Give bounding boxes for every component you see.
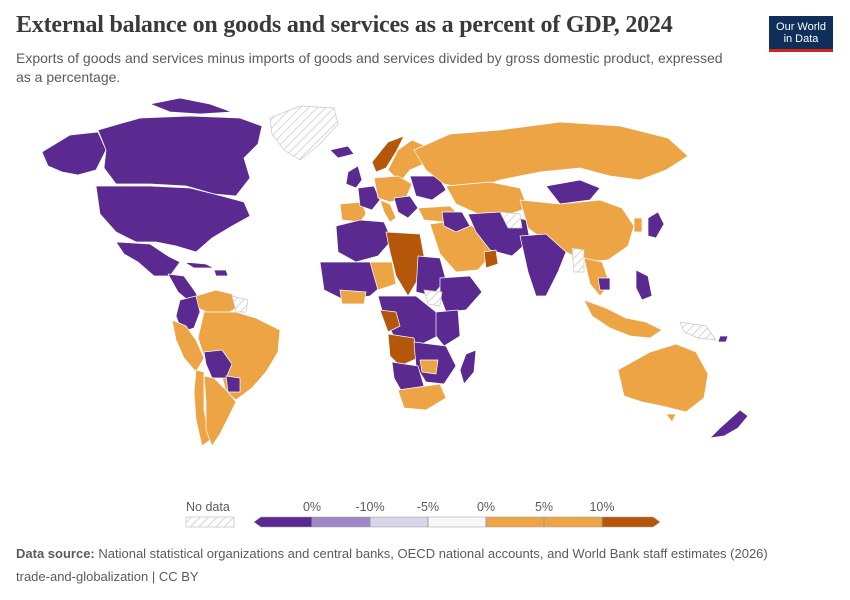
legend-no-data-label: No data [186, 500, 230, 514]
region-angola[interactable] [387, 333, 419, 367]
logo-line-1: Our World [776, 21, 826, 33]
region-libya-egypt[interactable] [385, 231, 425, 297]
legend-tick-label-3: 0% [477, 500, 495, 514]
legend-bins: 0% -10% -5% 0% 5% 10% [253, 500, 661, 528]
region-philippines[interactable] [635, 269, 653, 301]
region-japan[interactable] [647, 211, 665, 239]
region-oman[interactable] [483, 249, 499, 269]
region-iberia[interactable] [339, 201, 367, 223]
region-niger-nigeria[interactable] [369, 261, 397, 291]
region-balkans[interactable] [393, 195, 419, 219]
region-ethiopia-nodata[interactable] [423, 289, 443, 307]
region-east-africa[interactable] [435, 309, 461, 347]
region-venezuela[interactable] [195, 289, 241, 315]
source-label: Data source: [16, 546, 95, 561]
world-map[interactable] [0, 96, 850, 446]
map-legend: No data 0% -10% -5% 0% 5% 10% [185, 500, 661, 528]
region-central-asia[interactable] [445, 181, 529, 217]
region-new-zealand[interactable] [709, 409, 749, 439]
legend-swatch-2 [369, 516, 429, 528]
legend-swatch-1 [311, 516, 371, 528]
slug-license[interactable]: trade-and-globalization | CC BY [16, 569, 199, 584]
chart-title: External balance on goods and services a… [16, 12, 673, 38]
region-australia[interactable] [617, 343, 709, 413]
owid-logo[interactable]: Our World in Data [769, 16, 833, 52]
region-iceland[interactable] [329, 145, 355, 159]
region-colombia[interactable] [175, 295, 201, 333]
region-usa[interactable] [95, 185, 251, 253]
legend-no-data-swatch [185, 516, 235, 528]
source-text: National statistical organizations and c… [94, 546, 768, 561]
region-canada[interactable] [97, 115, 263, 197]
region-papua[interactable] [679, 321, 717, 341]
region-iraq-syria[interactable] [441, 211, 471, 233]
region-tibet[interactable] [499, 211, 523, 229]
data-source: Data source: National statistical organi… [16, 546, 816, 561]
region-norway[interactable] [371, 135, 405, 173]
region-russia[interactable] [413, 121, 689, 191]
legend-tick-label-2: -5% [417, 500, 439, 514]
region-argentina[interactable] [203, 375, 237, 446]
region-cambodia[interactable] [597, 277, 611, 291]
region-cuba[interactable] [183, 261, 215, 269]
region-malaysia-indonesia[interactable] [583, 299, 663, 339]
region-paraguay[interactable] [225, 375, 241, 393]
region-madagascar[interactable] [459, 349, 477, 385]
region-uk-ireland[interactable] [345, 165, 363, 189]
region-canadian-arctic[interactable] [149, 97, 233, 115]
region-pacific-islands[interactable] [717, 335, 729, 343]
legend-tick-label-4: 5% [535, 500, 553, 514]
region-tasmania[interactable] [665, 413, 677, 423]
logo-line-2: in Data [783, 33, 819, 45]
region-south-africa[interactable] [397, 383, 447, 411]
legend-tick-label-1: -10% [355, 500, 384, 514]
region-france[interactable] [357, 185, 381, 211]
region-west-africa[interactable] [319, 261, 385, 301]
region-guianas[interactable] [231, 295, 249, 313]
region-sudan[interactable] [415, 255, 447, 297]
region-horn-of-africa[interactable] [439, 275, 483, 313]
region-gabon-congo[interactable] [379, 309, 401, 333]
region-hispaniola[interactable] [213, 269, 229, 277]
region-ecuador-peru[interactable] [171, 319, 205, 373]
region-alaska[interactable] [41, 131, 107, 176]
region-zimbabwe[interactable] [419, 359, 439, 375]
legend-tick-label-0: 0% [303, 500, 321, 514]
region-italy[interactable] [379, 199, 397, 223]
legend-tick-label-5: 10% [589, 500, 614, 514]
region-india[interactable] [519, 233, 567, 297]
legend-swatch-0 [253, 516, 313, 528]
legend-swatch-5 [543, 516, 603, 528]
region-morocco-algeria[interactable] [335, 219, 393, 263]
region-myanmar-area[interactable] [571, 247, 585, 273]
region-gulf-of-guinea[interactable] [339, 289, 367, 305]
region-mexico[interactable] [115, 241, 181, 277]
region-mongolia[interactable] [545, 179, 601, 205]
legend-swatch-6 [601, 516, 661, 528]
chart-subtitle: Exports of goods and services minus impo… [16, 50, 723, 85]
legend-swatch-4 [485, 516, 545, 528]
region-korea[interactable] [633, 217, 643, 233]
region-greenland[interactable] [269, 105, 339, 161]
legend-swatch-3 [427, 516, 487, 528]
